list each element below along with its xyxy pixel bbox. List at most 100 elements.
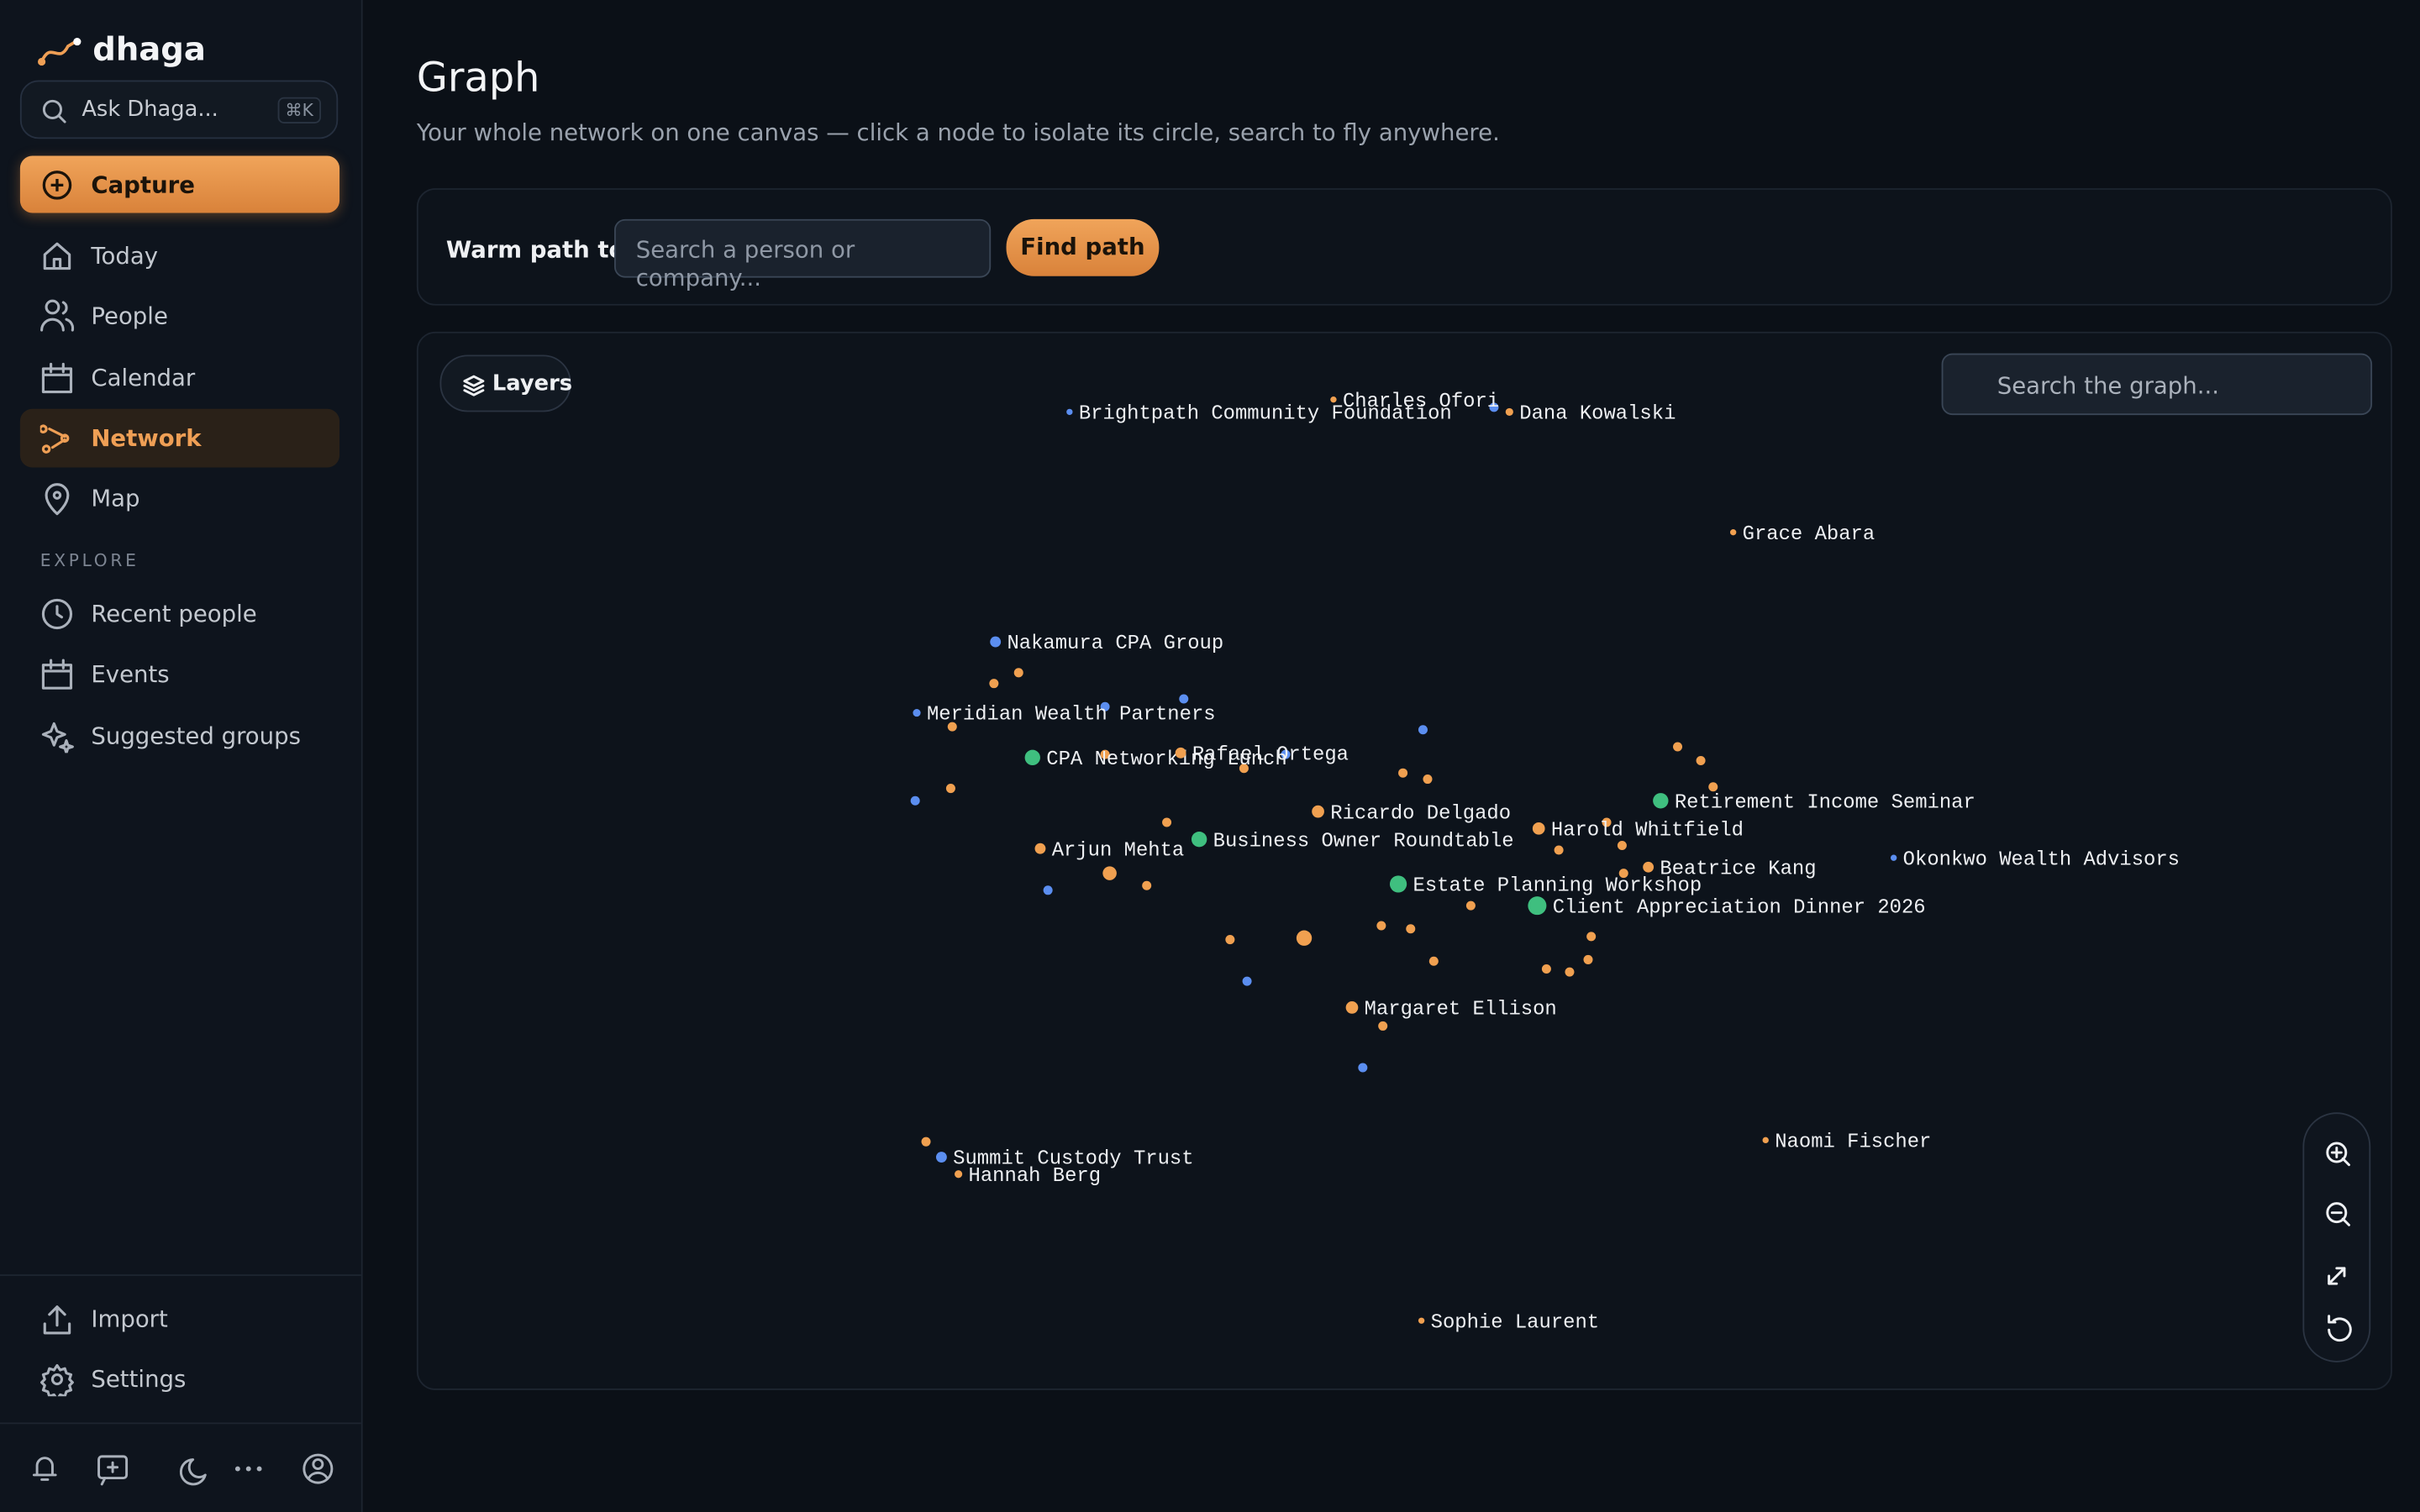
nav-item-label: Map bbox=[91, 485, 140, 513]
graph-node bbox=[1312, 805, 1324, 818]
node-label: Okonkwo Wealth Advisors bbox=[1903, 848, 2180, 871]
graph-node bbox=[1345, 1001, 1359, 1014]
nav-item[interactable]: Calendar bbox=[20, 348, 339, 407]
capture-button[interactable]: Capture bbox=[19, 155, 340, 213]
warm-path-input[interactable]: Search a person or company... bbox=[614, 218, 992, 291]
graph-node bbox=[1890, 854, 1897, 861]
graph-node bbox=[1281, 749, 1291, 759]
find-path-button[interactable]: Find path bbox=[1006, 218, 1160, 276]
graph-node bbox=[1583, 954, 1593, 964]
graph-node bbox=[1376, 921, 1386, 931]
nav-item-label: Calendar bbox=[91, 363, 196, 391]
ask-search[interactable]: Ask Dhaga... ⌘K bbox=[19, 80, 339, 139]
footer-item-label: Settings bbox=[91, 1366, 187, 1394]
explore-item[interactable]: Recent people bbox=[20, 585, 339, 643]
node-label: Rafael Ortega bbox=[1192, 743, 1349, 766]
graph-node bbox=[921, 1137, 931, 1147]
graph-node bbox=[1762, 1137, 1769, 1144]
graph-node bbox=[1418, 1317, 1425, 1324]
node-label: Meridian Wealth Partners bbox=[927, 704, 1216, 727]
graph-node bbox=[1602, 817, 1612, 827]
graph-node bbox=[1034, 843, 1046, 854]
node-label: Harold Whitfield bbox=[1551, 819, 1744, 842]
sidebar: dhaga Ask Dhaga... ⌘K Capture EXPLORE Tod… bbox=[0, 0, 363, 1512]
graph-node bbox=[1162, 817, 1172, 827]
brand: dhaga bbox=[92, 30, 206, 68]
graph-node bbox=[1541, 963, 1551, 974]
graph-node bbox=[1398, 768, 1408, 778]
graph-node bbox=[1100, 701, 1110, 711]
node-label: Estate Planning Workshop bbox=[1413, 875, 1702, 898]
graph-node bbox=[1423, 774, 1433, 785]
nav-item[interactable]: People bbox=[20, 287, 339, 346]
graph-node bbox=[1489, 402, 1499, 412]
nav-item[interactable]: Network bbox=[19, 408, 340, 468]
graph-node bbox=[1066, 408, 1073, 416]
graph-node bbox=[910, 795, 920, 806]
explore-item[interactable]: Suggested groups bbox=[20, 706, 339, 764]
graph-node bbox=[1024, 749, 1040, 766]
logo bbox=[37, 37, 82, 66]
graph-node bbox=[1617, 841, 1627, 851]
graph-node bbox=[1043, 885, 1053, 895]
nav-item-label: People bbox=[91, 302, 168, 331]
graph-node bbox=[1191, 831, 1207, 848]
node-label: Business Owner Roundtable bbox=[1213, 830, 1514, 853]
graph-node bbox=[1673, 742, 1683, 752]
nav-item[interactable]: Map bbox=[20, 470, 339, 528]
footer-item[interactable]: Settings bbox=[20, 1351, 339, 1410]
node-label: Ricardo Delgado bbox=[1330, 802, 1511, 825]
graph-node bbox=[1729, 528, 1737, 536]
footer-item[interactable]: Import bbox=[20, 1290, 339, 1349]
node-label: Grace Abara bbox=[1743, 523, 1876, 546]
graph-node bbox=[1358, 1063, 1368, 1073]
graph-node bbox=[935, 1152, 947, 1163]
graph-node bbox=[1532, 822, 1545, 835]
explore-item-label: Events bbox=[91, 660, 170, 689]
graph-node bbox=[1102, 866, 1117, 880]
node-label: Margaret Ellison bbox=[1365, 999, 1557, 1021]
node-label: Dana Kowalski bbox=[1519, 403, 1676, 426]
graph-node bbox=[1643, 861, 1655, 873]
graph-node bbox=[1389, 875, 1407, 893]
layers-label: Layers bbox=[492, 371, 573, 397]
footer-icons bbox=[32, 1453, 334, 1486]
graph-node bbox=[1378, 1021, 1388, 1031]
explore-item[interactable]: Events bbox=[20, 645, 339, 704]
graph-node bbox=[1296, 930, 1313, 946]
warm-path-label: Warm path to bbox=[445, 236, 625, 265]
node-label: Arjun Mehta bbox=[1052, 839, 1184, 862]
graph-search[interactable]: Search the graph... bbox=[1941, 353, 2373, 416]
graph-node bbox=[1618, 869, 1628, 879]
graph-node bbox=[1465, 900, 1476, 911]
graph-node bbox=[990, 636, 1002, 648]
graph-node bbox=[913, 708, 921, 717]
node-label: Retirement Income Seminar bbox=[1675, 791, 1975, 814]
node-label: Sophie Laurent bbox=[1431, 1311, 1599, 1334]
graph-node bbox=[1175, 747, 1186, 759]
explore-item-label: Recent people bbox=[91, 600, 257, 628]
node-label: Nakamura CPA Group bbox=[1007, 633, 1223, 655]
explore-title: EXPLORE bbox=[39, 550, 139, 571]
graph-node bbox=[1013, 668, 1023, 678]
node-label: Charles Ofori bbox=[1343, 391, 1499, 413]
node-label: CPA Networking Lunch bbox=[1046, 748, 1286, 771]
graph-node bbox=[1179, 694, 1189, 704]
graph-node bbox=[1586, 932, 1597, 942]
page-title: Graph bbox=[416, 55, 540, 102]
divider bbox=[0, 1422, 361, 1425]
page-subtitle: Your whole network on one canvas — click… bbox=[416, 118, 1500, 147]
node-label: Hannah Berg bbox=[969, 1165, 1102, 1188]
nav-item[interactable]: Today bbox=[20, 227, 339, 286]
graph-node bbox=[1142, 880, 1152, 890]
graph-node bbox=[1100, 749, 1110, 759]
capture-label: Capture bbox=[91, 171, 195, 199]
divider bbox=[0, 1274, 361, 1276]
graph-node bbox=[1239, 764, 1249, 774]
layers-button[interactable]: Layers bbox=[439, 354, 573, 412]
graph-node bbox=[989, 679, 999, 689]
graph-node bbox=[1225, 935, 1235, 945]
graph-node bbox=[1565, 967, 1575, 977]
graph-node bbox=[1708, 782, 1718, 792]
